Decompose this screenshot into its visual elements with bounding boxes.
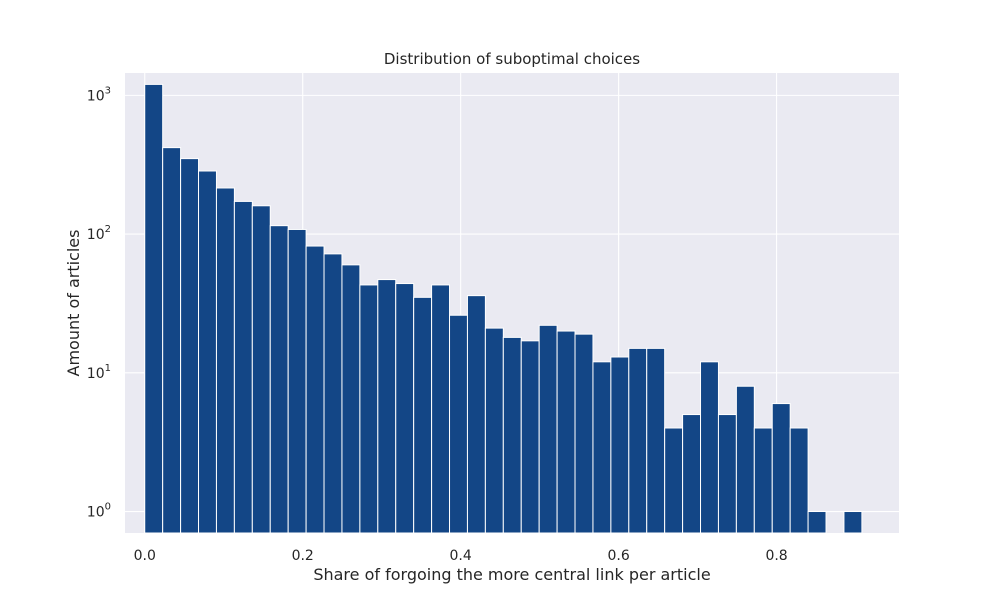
histogram-bar <box>807 511 827 534</box>
histogram-bar <box>717 414 737 534</box>
histogram-bar <box>287 228 307 534</box>
histogram-bar <box>771 403 791 534</box>
x-axis-label: Share of forgoing the more central link … <box>313 565 710 584</box>
x-tick-label: 0.0 <box>134 548 156 564</box>
histogram-bar <box>413 296 433 534</box>
histogram-bar <box>682 414 702 534</box>
histogram-bar <box>269 225 289 534</box>
histogram-bar <box>180 158 200 534</box>
histogram-bar <box>628 347 648 534</box>
histogram-bar <box>198 170 217 534</box>
histogram-bar <box>520 340 540 534</box>
histogram-bar <box>395 283 415 534</box>
histogram-bar <box>646 347 666 534</box>
x-tick-label: 0.8 <box>765 548 787 564</box>
histogram-bar <box>664 427 684 534</box>
histogram-bar <box>251 205 271 534</box>
y-axis-label: Amount of articles <box>64 230 83 377</box>
x-tick-label: 0.6 <box>607 548 629 564</box>
histogram-bar <box>592 361 612 534</box>
histogram-bar <box>789 427 809 534</box>
histogram-bar <box>377 279 397 534</box>
y-tick-label: 100 <box>87 502 111 521</box>
y-tick-label: 101 <box>87 363 111 382</box>
bars <box>144 83 863 534</box>
histogram-bar <box>610 356 630 534</box>
histogram-bar <box>466 295 486 534</box>
x-tick-label: 0.2 <box>292 548 314 564</box>
y-tick-label: 102 <box>87 224 111 243</box>
histogram-bar <box>484 327 504 534</box>
histogram-bar <box>431 284 451 534</box>
histogram-bar <box>538 324 558 534</box>
chart-title: Distribution of suboptimal choices <box>384 50 640 68</box>
x-tick-label: 0.4 <box>450 548 472 564</box>
histogram-bar <box>843 511 863 534</box>
histogram-bar <box>233 200 253 534</box>
histogram-bar <box>700 361 719 534</box>
histogram-bar <box>341 264 361 534</box>
histogram-bar <box>735 385 755 534</box>
histogram-bar <box>359 284 379 534</box>
histogram-bar <box>305 245 325 534</box>
histogram-bar <box>323 253 343 534</box>
histogram-bar <box>144 83 164 534</box>
histogram-bar <box>574 333 594 534</box>
y-tick-label: 103 <box>87 85 111 104</box>
histogram-bar <box>449 314 468 534</box>
histogram-bar <box>215 187 235 534</box>
histogram-bar <box>556 330 576 534</box>
y-tick-labels: 100 101 102 103 <box>87 85 111 520</box>
histogram-bar <box>753 427 773 534</box>
histogram-bar <box>162 147 182 534</box>
histogram-bar <box>502 336 522 534</box>
x-tick-labels: 0.0 0.2 0.4 0.6 0.8 <box>134 548 788 564</box>
